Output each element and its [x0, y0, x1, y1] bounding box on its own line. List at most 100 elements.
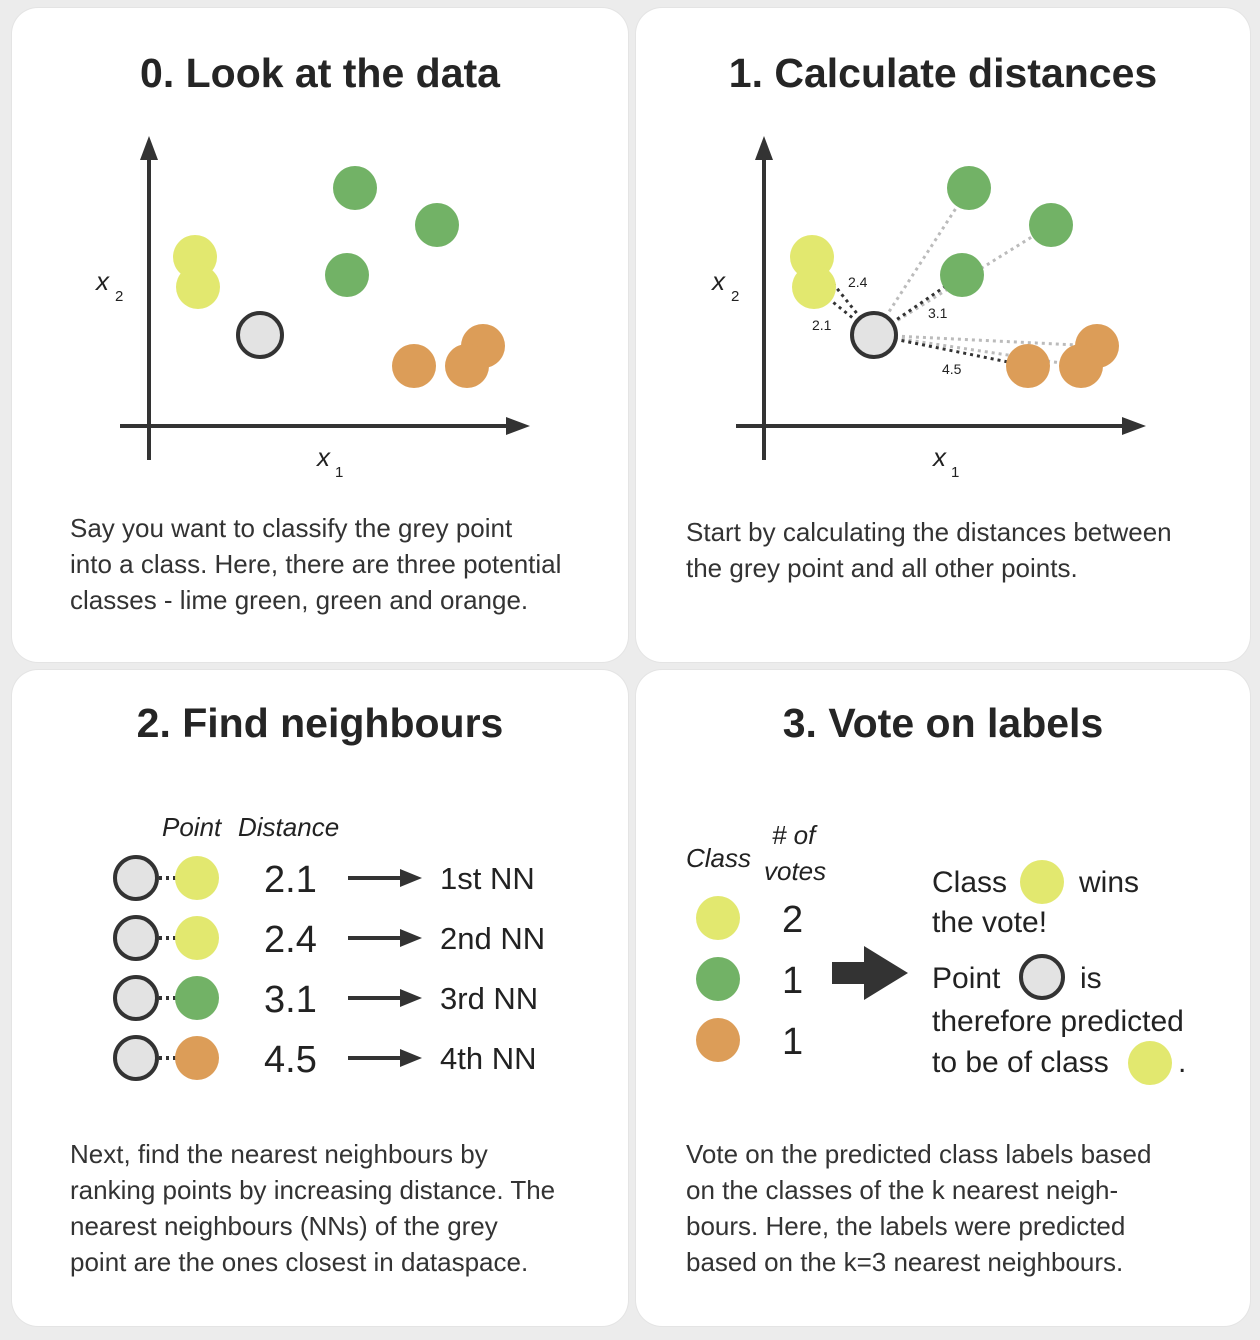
neighbour-rows: 2.1 1st NN 2.4 2nd NN 3.1 3rd NN 4.5 4th NN: [113, 855, 545, 1081]
green-point: [947, 166, 991, 210]
orange-class-swatch: [696, 1018, 740, 1062]
vote-count: 1: [782, 1021, 803, 1063]
rank-arrowhead: [400, 929, 422, 947]
y-axis-label: x: [710, 266, 726, 296]
caption-line: nearest neighbours (NNs) of the grey: [70, 1211, 498, 1241]
rank-label: 1st NN: [440, 861, 535, 896]
vote-count: 1: [782, 960, 803, 1002]
vote-table: Class # of votes 2 1 1 Class wins the vote…: [686, 820, 1186, 1085]
lime-point: [175, 916, 219, 960]
caption-line: on the classes of the k nearest neigh-: [686, 1175, 1119, 1205]
x-axis-subscript: 1: [951, 464, 959, 481]
x-axis-label: x: [931, 442, 947, 472]
panel-calculate-distances: 1. Calculate distances x 2 x 1: [636, 8, 1250, 662]
rank-arrowhead: [400, 989, 422, 1007]
lime-class-swatch: [696, 896, 740, 940]
header-class: Class: [686, 843, 751, 873]
winning-class-swatch: [1020, 860, 1064, 904]
y-axis-arrowhead: [140, 136, 158, 160]
distance-label: 3.1: [928, 305, 948, 321]
caption-line: bours. Here, the labels were predicted: [686, 1211, 1126, 1241]
result-class-text: Class: [932, 866, 1007, 899]
vote-row: 1: [696, 957, 803, 1002]
caption: Next, find the nearest neighbours by ran…: [70, 1136, 555, 1280]
y-axis-arrowhead: [755, 136, 773, 160]
caption-line: into a class. Here, there are three pote…: [70, 549, 562, 579]
header-votes: votes: [764, 856, 826, 886]
neighbour-row: 4.5 4th NN: [113, 1035, 536, 1081]
rank-arrowhead: [400, 1049, 422, 1067]
distance-label: 4.5: [942, 361, 962, 377]
distance-line-far: [873, 333, 1082, 368]
distance-value: 4.5: [264, 1039, 317, 1081]
caption: Vote on the predicted class labels based…: [686, 1136, 1151, 1280]
predicted-class-swatch: [1128, 1041, 1172, 1085]
distance-plot: x 2 x 1 2.4 2.1 3.1 4.5: [710, 136, 1146, 481]
caption-line: point are the ones closest in dataspace.: [70, 1247, 529, 1277]
header-point: Point: [162, 812, 223, 842]
caption-line: the grey point and all other points.: [686, 553, 1078, 583]
neighbour-row: 2.4 2nd NN: [113, 915, 545, 961]
distance-line-far: [873, 333, 1098, 348]
neighbour-table: Point Distance 2.1 1st NN 2.4 2nd NN 3.1 3rd …: [113, 812, 545, 1081]
y-axis-label: x: [94, 266, 110, 296]
panel-title: 2. Find neighbours: [136, 700, 504, 746]
green-point: [940, 253, 984, 297]
caption: Start by calculating the distances betwe…: [686, 514, 1172, 586]
data-points: [173, 166, 505, 388]
neighbour-row: 2.1 1st NN: [113, 855, 535, 901]
result-period: .: [1178, 1046, 1186, 1079]
caption-line: based on the k=3 nearest neighbours.: [686, 1247, 1124, 1277]
header-votes: # of: [772, 820, 818, 850]
orange-point: [1006, 344, 1050, 388]
grey-query-point: [113, 915, 159, 961]
result-point-text: Point: [932, 962, 1001, 995]
caption: Say you want to classify the grey point …: [70, 510, 561, 618]
orange-point: [445, 344, 489, 388]
lime-point: [175, 856, 219, 900]
panel-title: 3. Vote on labels: [782, 700, 1104, 746]
green-point: [175, 976, 219, 1020]
x-axis-label: x: [315, 442, 331, 472]
green-point: [1029, 203, 1073, 247]
rank-arrowhead: [400, 869, 422, 887]
grey-query-point: [113, 975, 159, 1021]
orange-point: [175, 1036, 219, 1080]
result-vote-text: the vote!: [932, 906, 1047, 939]
green-point: [333, 166, 377, 210]
distance-value: 2.1: [264, 859, 317, 901]
caption-line: ranking points by increasing distance. T…: [70, 1175, 556, 1205]
distance-line-near: [873, 333, 1029, 368]
orange-point: [392, 344, 436, 388]
vote-rows: 2 1 1: [696, 896, 803, 1063]
x-axis-subscript: 1: [335, 464, 343, 481]
query-point-swatch: [1019, 954, 1065, 1000]
lime-point: [176, 265, 220, 309]
vote-row: 2: [696, 896, 803, 941]
grey-query-point: [113, 1035, 159, 1081]
distance-label: 2.1: [812, 317, 832, 333]
y-axis-subscript: 2: [115, 288, 123, 305]
rank-label: 2nd NN: [440, 921, 545, 956]
green-point: [325, 253, 369, 297]
panel-find-neighbours: 2. Find neighbours Point Distance 2.1 1st…: [12, 670, 628, 1326]
green-point: [415, 203, 459, 247]
grey-query-point: [850, 311, 898, 359]
data-points: [790, 166, 1119, 388]
caption-line: classes - lime green, green and orange.: [70, 585, 529, 615]
panel-title: 0. Look at the data: [140, 50, 500, 96]
panel-vote-on-labels: 3. Vote on labels Class # of votes 2 1 1 C…: [636, 670, 1250, 1326]
result-is-text: is: [1080, 962, 1102, 995]
vote-count: 2: [782, 899, 803, 941]
orange-point: [1059, 344, 1103, 388]
caption-line: Say you want to classify the grey point: [70, 513, 513, 543]
grey-query-point: [113, 855, 159, 901]
green-class-swatch: [696, 957, 740, 1001]
x-axis-arrowhead: [1122, 417, 1146, 435]
caption-line: Start by calculating the distances betwe…: [686, 517, 1172, 547]
grey-query-point: [236, 311, 284, 359]
neighbour-row: 3.1 3rd NN: [113, 975, 538, 1021]
header-distance: Distance: [238, 812, 339, 842]
distance-value: 2.4: [264, 919, 317, 961]
result-arrow: [832, 946, 908, 1000]
